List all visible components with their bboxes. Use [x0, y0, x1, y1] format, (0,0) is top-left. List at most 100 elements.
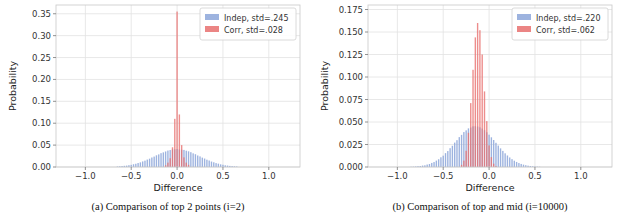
tick-mark [365, 99, 368, 100]
tick-label: 0.0 [482, 171, 496, 181]
histogram-bar [436, 161, 437, 167]
tick-mark [53, 145, 56, 146]
tick-label: 1.0 [574, 171, 588, 181]
histogram-bar [137, 163, 138, 167]
histogram-bar [447, 151, 448, 167]
tick-label: 0.0 [170, 171, 184, 181]
histogram-bar [183, 157, 184, 167]
tick-mark [580, 167, 581, 170]
histogram-bar [479, 30, 480, 167]
tick-mark [365, 9, 368, 10]
histogram-bar [158, 154, 159, 167]
legend-label: Indep, std=.245 [224, 14, 289, 23]
grid-line [368, 144, 612, 145]
histogram-bar [195, 154, 196, 167]
histogram-bar [142, 161, 143, 167]
histogram-bar [156, 155, 157, 167]
tick-label: −0.5 [433, 171, 454, 181]
grid-line [56, 145, 300, 146]
tick-label: −1.0 [75, 171, 96, 181]
histogram-bar [484, 91, 485, 167]
histogram-bar [507, 155, 508, 167]
histogram-bar [463, 161, 464, 167]
histogram-bar [429, 164, 430, 167]
histogram-bar [511, 159, 512, 167]
histogram-bar [472, 70, 473, 167]
histogram-bar [192, 153, 193, 167]
tick-label: 0.150 [339, 27, 363, 37]
tick-mark [222, 167, 223, 170]
histogram-bar [206, 160, 207, 167]
histogram-bar [514, 161, 515, 167]
histogram-bar [488, 145, 489, 167]
grid-line [56, 79, 300, 80]
grid-line [177, 5, 178, 167]
tick-label: −0.5 [121, 171, 142, 181]
tick-mark [53, 57, 56, 58]
histogram-bar [165, 151, 166, 167]
tick-mark [53, 13, 56, 14]
legend-label: Corr, std=.028 [224, 26, 283, 35]
tick-label: 0.10 [32, 118, 51, 128]
tick-mark [365, 32, 368, 33]
tick-mark [268, 167, 269, 170]
histogram-bar [500, 148, 501, 167]
histogram-bar [149, 159, 150, 167]
tick-mark [443, 167, 444, 170]
tick-label: −1.0 [387, 171, 408, 181]
tick-label: 0.35 [32, 9, 51, 19]
tick-label: 0.5 [216, 171, 230, 181]
legend-box [200, 8, 296, 40]
tick-mark [397, 167, 398, 170]
grid-line [56, 57, 300, 58]
figure: −1.0−0.50.00.51.00.000.050.100.150.200.2… [0, 0, 640, 215]
plot-background [56, 5, 300, 167]
histogram-bar [183, 150, 184, 167]
tick-mark [131, 167, 132, 170]
histogram-bar [202, 158, 203, 167]
plot-background [368, 5, 612, 167]
legend-swatch [205, 26, 219, 32]
histogram-bar [170, 158, 171, 167]
histogram-bar [199, 156, 200, 167]
tick-label: 0.050 [339, 117, 363, 127]
histogram-bar [204, 159, 205, 167]
legend-swatch [517, 14, 531, 20]
histogram-bar [163, 152, 164, 167]
histogram-bar [186, 163, 187, 167]
grid-line [131, 5, 132, 167]
histogram-bar [488, 135, 489, 167]
grid-line [368, 122, 612, 123]
legend-swatch [205, 14, 219, 20]
histogram-bar [135, 164, 136, 167]
tick-mark [53, 167, 56, 168]
histogram-bar [498, 146, 499, 167]
histogram-bar [213, 162, 214, 167]
histogram-bar [452, 146, 453, 167]
histogram-bar [493, 164, 494, 167]
histogram-bar [218, 164, 219, 167]
tick-mark [53, 35, 56, 36]
histogram-bar [438, 159, 439, 167]
histogram-bar [468, 133, 469, 167]
x-axis-label: Difference [154, 182, 203, 193]
caption: (a) Comparison of top 2 points (i=2) [92, 201, 245, 213]
histogram-bar [209, 161, 210, 167]
histogram-bar [491, 157, 492, 167]
histogram-bar [220, 164, 221, 167]
tick-mark [534, 167, 535, 170]
legend-label: Indep, std=.220 [536, 14, 601, 23]
tick-label: 0.125 [339, 50, 363, 60]
chart: −1.0−0.50.00.51.00.000.050.100.150.200.2… [7, 5, 300, 213]
histogram-bar [170, 150, 171, 167]
histogram-bar [509, 157, 510, 167]
tick-label: 0.075 [339, 95, 363, 105]
grid-line [368, 77, 612, 78]
histogram-bar [140, 162, 141, 167]
tick-label: 0.5 [528, 171, 542, 181]
histogram-bar [456, 140, 457, 167]
histogram-bar [144, 161, 145, 167]
grid-line [489, 5, 490, 167]
y-axis-label: Probability [319, 61, 330, 112]
histogram-bar [431, 163, 432, 167]
